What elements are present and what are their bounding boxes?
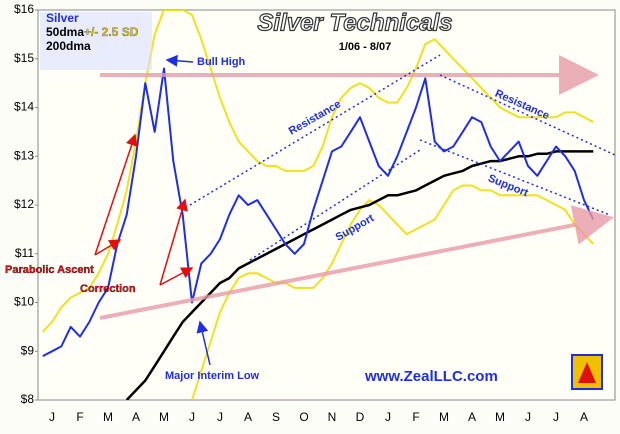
x-tick-label: M <box>103 410 113 424</box>
x-tick-label: J <box>217 410 223 424</box>
x-tick-label: O <box>299 410 308 424</box>
x-tick-label: M <box>495 410 505 424</box>
legend-entry: Silver <box>46 11 79 25</box>
annotation: Bull High <box>197 56 246 68</box>
annotation: Parabolic Ascent <box>5 264 94 276</box>
x-tick-label: D <box>356 410 365 424</box>
x-tick-label: J <box>49 410 55 424</box>
annotation: 8.29.2007 <box>266 383 311 394</box>
x-tick-label: A <box>244 410 252 424</box>
series-line <box>191 184 595 400</box>
annotation: www.ZealLLC.com <box>364 368 498 385</box>
x-tick-label: J <box>385 410 391 424</box>
series-line <box>42 67 595 357</box>
y-tick-label: $8 <box>21 392 35 406</box>
annotation: Correction <box>80 283 136 295</box>
x-tick-label: M <box>159 410 169 424</box>
x-tick-label: S <box>272 410 280 424</box>
y-tick-label: $12 <box>14 197 34 211</box>
grid <box>35 9 38 401</box>
annotation-shapes <box>94 54 616 366</box>
series-line <box>41 10 594 333</box>
legend-entry: +/- 2.5 SD <box>84 25 139 39</box>
annotation: Major Interim Low <box>165 370 260 382</box>
series-line <box>41 130 594 377</box>
y-tick-label: $16 <box>14 2 34 16</box>
x-tick-label: N <box>328 410 337 424</box>
x-tick-label: J <box>553 410 559 424</box>
chart-title: Silver Technicals <box>257 9 452 36</box>
legend-box <box>40 12 152 70</box>
x-tick-label: A <box>132 410 140 424</box>
x-tick-label: F <box>76 410 83 424</box>
y-tick-label: $10 <box>14 295 34 309</box>
x-tick-label: J <box>525 410 531 424</box>
legend-entry: 200dma <box>46 39 91 53</box>
chart-subtitle: 1/06 - 8/07 <box>339 41 392 53</box>
y-tick-label: $9 <box>21 343 35 357</box>
x-tick-label: J <box>189 410 195 424</box>
y-tick-label: $11 <box>15 246 34 260</box>
y-tick-label: $15 <box>14 51 34 65</box>
x-tick-label: A <box>468 410 476 424</box>
legend-entry: 50dma <box>46 25 84 39</box>
logo-mark <box>578 362 596 383</box>
y-tick-label: $14 <box>14 100 34 114</box>
x-tick-label: M <box>439 410 449 424</box>
x-tick-label: A <box>580 410 588 424</box>
y-tick-label: $13 <box>14 148 34 162</box>
x-tick-label: F <box>412 410 419 424</box>
